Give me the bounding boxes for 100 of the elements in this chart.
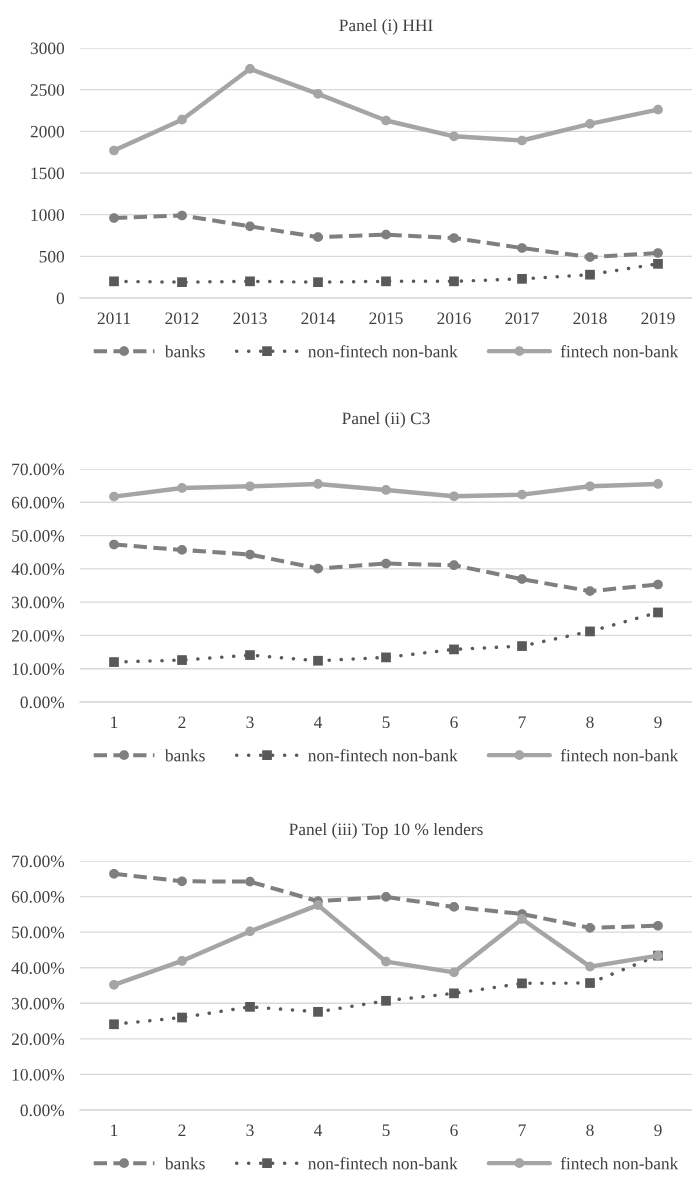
point (449, 967, 459, 978)
point (245, 1001, 255, 1012)
point (109, 213, 119, 223)
point (449, 988, 459, 999)
legend-label: fintech non-bank (560, 749, 679, 762)
x-tick-label: 7 (518, 1124, 526, 1136)
point (177, 876, 187, 887)
point (109, 276, 119, 287)
point (177, 210, 187, 221)
x-tick-label: 2018 (573, 312, 607, 325)
x-tick-label: 4 (314, 1124, 323, 1136)
y-tick-label: 20.00% (11, 629, 65, 642)
y-tick-label: 0.00% (20, 696, 65, 709)
chart-title: Panel (iii) Top 10 % lenders (289, 822, 483, 839)
point (585, 118, 595, 129)
y-tick-label: 1000 (31, 209, 65, 221)
y-tick-label: 60.00% (11, 496, 65, 509)
y-tick-label: 30.00% (12, 997, 65, 1010)
point (177, 655, 187, 665)
point (245, 63, 255, 74)
x-tick-label: 1 (111, 1124, 118, 1136)
point (449, 276, 459, 287)
point (177, 114, 187, 125)
point (585, 252, 595, 263)
point (449, 233, 459, 243)
point (585, 586, 595, 597)
point (177, 956, 187, 966)
y-tick-label: 0.00% (20, 1104, 65, 1117)
point (177, 483, 187, 493)
chart-title: Panel (ii) C3 (342, 411, 430, 428)
legend-label: banks (164, 345, 205, 358)
legend-label: non-fintech non-bank (308, 345, 458, 358)
point (313, 277, 323, 288)
point (585, 481, 595, 492)
point (449, 644, 459, 655)
point (585, 978, 595, 988)
x-tick-label: 2 (178, 716, 186, 728)
x-tick-label: 9 (654, 716, 662, 729)
y-tick-label: 3000 (30, 42, 65, 55)
point (381, 652, 391, 663)
y-tick-label: 50.00% (12, 926, 65, 939)
point (245, 650, 255, 660)
point (449, 131, 459, 142)
point (449, 491, 459, 502)
point (653, 104, 663, 115)
x-tick-label: 2 (178, 1124, 186, 1136)
point (381, 276, 391, 287)
y-tick-label: 30.00% (12, 596, 65, 609)
point (381, 956, 391, 967)
point (109, 657, 119, 667)
y-tick-label: 2500 (30, 84, 65, 96)
point (517, 914, 527, 924)
y-tick-label: 20.00% (11, 1033, 65, 1046)
y-tick-label: 40.00% (11, 962, 65, 974)
point (585, 923, 595, 933)
point (245, 221, 255, 232)
x-tick-label: 2013 (233, 312, 267, 325)
point (109, 979, 119, 990)
y-tick-label: 10.00% (12, 663, 65, 675)
legend-label: non-fintech non-bank (308, 749, 458, 762)
x-tick-label: 5 (382, 1124, 390, 1137)
point (449, 560, 459, 571)
legend-label: fintech non-bank (560, 1157, 679, 1170)
point (653, 607, 663, 618)
point (177, 277, 187, 288)
point (177, 1012, 187, 1023)
y-tick-label: 70.00% (12, 855, 65, 868)
y-tick-label: 0 (56, 292, 65, 305)
x-tick-label: 2015 (369, 312, 403, 325)
x-tick-label: 2012 (165, 312, 199, 325)
point (517, 978, 527, 989)
point (109, 491, 119, 502)
x-tick-label: 4 (314, 716, 323, 728)
x-tick-label: 1 (111, 716, 118, 728)
x-tick-label: 8 (586, 1124, 594, 1137)
x-tick-label: 2014 (301, 312, 336, 325)
point (517, 273, 527, 284)
legend-label: fintech non-bank (560, 345, 679, 358)
point (109, 145, 119, 156)
point (585, 626, 595, 637)
point (517, 135, 527, 146)
y-tick-label: 40.00% (11, 563, 65, 576)
point (653, 248, 663, 258)
point (245, 549, 255, 560)
chart-title: Panel (i) HHI (339, 18, 433, 35)
point (313, 1006, 323, 1017)
point (653, 579, 663, 590)
point (585, 269, 595, 280)
legend-label: banks (164, 749, 205, 762)
point (109, 539, 119, 550)
x-tick-label: 6 (450, 716, 458, 729)
point (245, 876, 255, 887)
point (381, 892, 391, 902)
point (517, 243, 527, 253)
point (381, 485, 391, 495)
point (381, 229, 391, 240)
point (517, 574, 527, 585)
point (313, 655, 323, 666)
x-tick-label: 6 (450, 1124, 458, 1137)
x-tick-label: 9 (654, 1124, 662, 1137)
